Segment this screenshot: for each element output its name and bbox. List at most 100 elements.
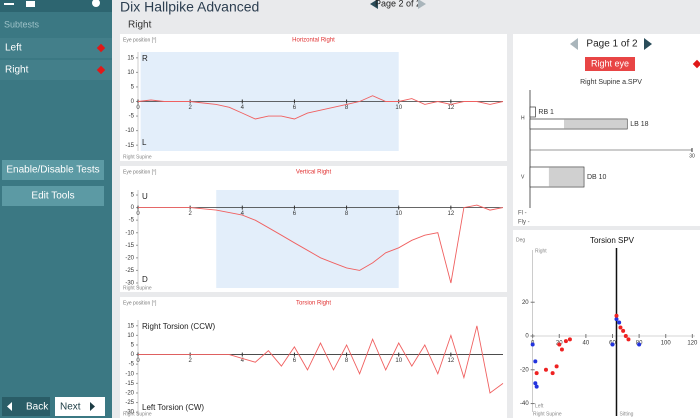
point (550, 371, 555, 376)
point (530, 342, 535, 347)
position-label: Sitting (619, 411, 633, 417)
top-label: U (142, 192, 148, 201)
button-label[interactable]: Enable/Disable Tests (6, 165, 99, 176)
y-tick-label: -10 (125, 230, 134, 236)
status-diamond (96, 65, 106, 75)
status-diamond (96, 43, 106, 53)
x-tick-label: 8 (345, 358, 349, 364)
x-tick-label: 4 (241, 211, 245, 217)
x-tick-label: 10 (395, 358, 402, 364)
x-tick-label: 6 (293, 211, 297, 217)
y-tick-label: -30 (125, 281, 134, 287)
point (610, 342, 615, 347)
button[interactable] (2, 186, 104, 206)
top-label: R (142, 54, 148, 63)
trace (138, 325, 504, 394)
menu-icon[interactable] (4, 3, 14, 5)
point (533, 381, 538, 386)
x-tick-label: 2 (188, 211, 192, 217)
next-arrow (90, 402, 95, 411)
point (618, 325, 623, 330)
x-tick-label: 120 (687, 341, 698, 347)
axis-label: Deg (516, 237, 525, 243)
next-label[interactable]: Next (60, 402, 81, 413)
button-label[interactable]: Edit Tools (31, 191, 74, 202)
y-tick-label: 15 (127, 323, 134, 329)
y-tick-label: 20 (522, 300, 529, 306)
bar (529, 106, 536, 118)
next-page[interactable] (644, 38, 652, 50)
bottom-label: Left (535, 403, 544, 409)
prev-page[interactable] (570, 38, 578, 50)
point (534, 371, 539, 376)
point (567, 337, 572, 342)
point (533, 359, 538, 364)
bar-label: DB 10 (587, 174, 607, 181)
back-button[interactable] (2, 397, 50, 416)
position-label: Right Supine (533, 411, 562, 417)
subtest-row[interactable] (0, 38, 112, 58)
trace (138, 204, 504, 284)
back-label[interactable]: Back (26, 402, 49, 413)
note: Fly - (518, 220, 530, 226)
back-arrow (7, 402, 12, 411)
x-tick-label: 4 (241, 358, 245, 364)
y-tick-label: -20 (125, 255, 134, 261)
y-tick-label: -40 (520, 401, 529, 407)
y-tick-label: 15 (127, 55, 134, 61)
x-tick-label: 40 (583, 341, 590, 347)
next-page[interactable] (418, 0, 426, 9)
y-tick-label: -25 (125, 400, 134, 406)
point (543, 367, 548, 372)
x-tick-label: 12 (448, 358, 455, 364)
home-icon[interactable] (26, 1, 35, 7)
bottom-label: L (142, 138, 147, 147)
prev-page[interactable] (370, 0, 378, 9)
bar-label: RB 1 (538, 109, 554, 116)
axis-label: Eye position [°] (123, 300, 157, 306)
x-tick-label: 6 (293, 358, 297, 364)
position-label: Right Supine (123, 411, 152, 417)
x-tick-label: 100 (661, 341, 672, 347)
y-tick-label: -5 (129, 218, 135, 224)
y-tick-label: 5 (131, 343, 135, 349)
x-tick-label: 0 (136, 105, 140, 111)
subtest-row[interactable] (0, 60, 112, 80)
point (559, 347, 564, 352)
y-tick-label: -25 (125, 268, 134, 274)
y-tick-label: 10 (127, 333, 134, 339)
x-tick-label: 10 (395, 211, 402, 217)
x-tick-label: 6 (293, 105, 297, 111)
y-tick-label: -20 (125, 391, 134, 397)
point (563, 339, 568, 344)
top-label: Right Torsion (CCW) (142, 322, 216, 331)
point (626, 337, 631, 342)
y-tick-label: -15 (125, 381, 134, 387)
panel (513, 230, 700, 418)
subtest-item[interactable]: Right (5, 65, 29, 76)
y-tick-label: 0 (131, 205, 135, 211)
x-tick-label: 12 (448, 211, 455, 217)
x-tick-label: 8 (345, 211, 349, 217)
point (534, 384, 539, 389)
y-tick-label: 0 (525, 334, 529, 340)
y-tick-label: 5 (131, 193, 135, 199)
button[interactable] (2, 160, 104, 180)
y-tick-label: 5 (131, 85, 135, 91)
settings-icon[interactable] (92, 0, 100, 7)
point (614, 313, 619, 318)
x-tick-label: 12 (448, 105, 455, 111)
point (614, 317, 619, 322)
point (617, 320, 622, 325)
y-tick-label: -15 (125, 243, 134, 249)
position-label: Right Supine (123, 154, 152, 160)
subtest-item[interactable]: Left (5, 43, 22, 54)
bar-shade (548, 167, 584, 187)
point (623, 334, 628, 338)
eye-label: Right eye (591, 58, 629, 68)
trace (137, 95, 504, 120)
chart-title: Torsion SPV (590, 236, 635, 245)
next-button[interactable] (55, 397, 105, 416)
chart-title: Torsion Right (296, 301, 331, 307)
y-tick-label: -15 (125, 143, 134, 149)
